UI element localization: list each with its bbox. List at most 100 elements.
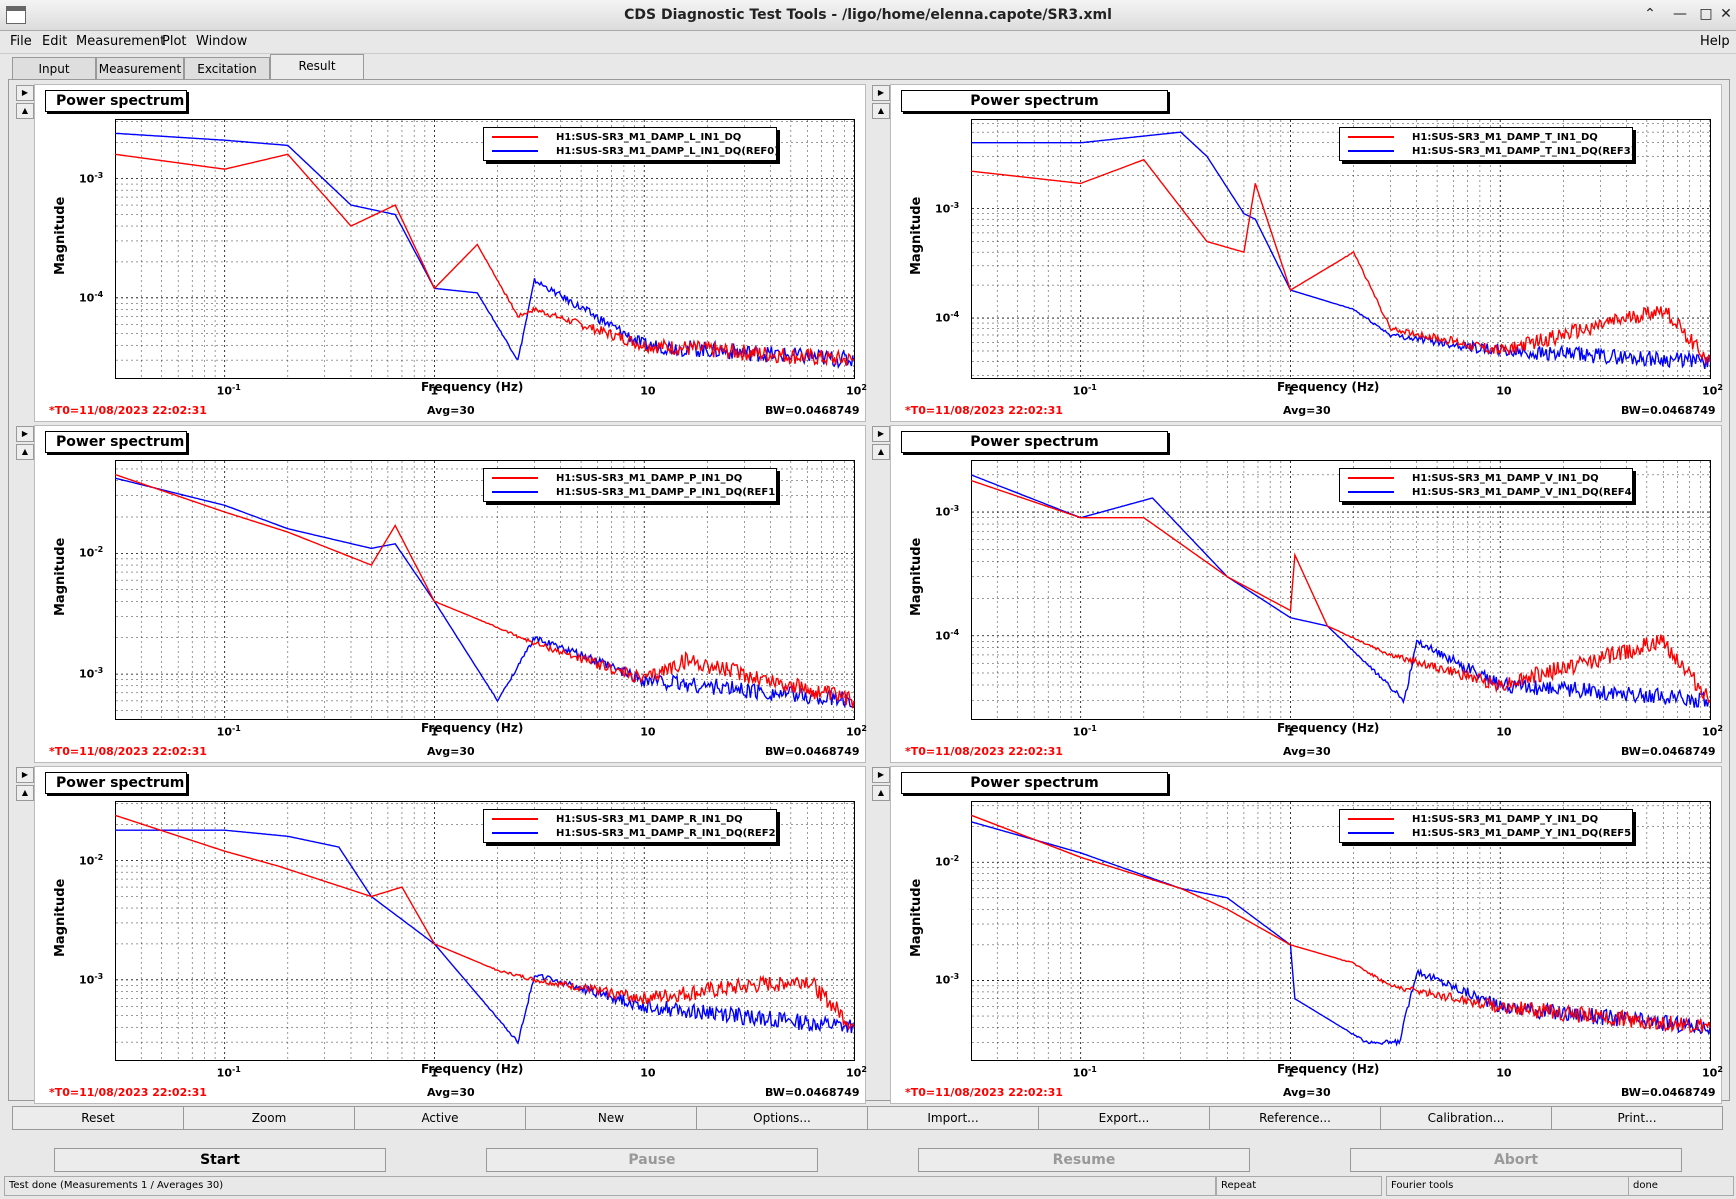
x-tick-label: 10 bbox=[1496, 384, 1512, 398]
expand-right-icon[interactable]: ▶ bbox=[16, 85, 34, 101]
spectrum-plot[interactable] bbox=[971, 460, 1711, 720]
plot-frame bbox=[115, 801, 855, 1061]
x-axis-label: Frequency (Hz) bbox=[1277, 1062, 1380, 1076]
plot-pad[interactable]: Power spectrum Magnitude Frequency (Hz) *T0… bbox=[34, 766, 867, 1104]
y-tick-label: 10-3 bbox=[935, 972, 960, 988]
menu-window[interactable]: Window bbox=[196, 34, 248, 49]
legend-label: H1:SUS-SR3_M1_DAMP_L_IN1_DQ bbox=[556, 132, 742, 143]
plot-pad[interactable]: Power spectrum Magnitude Frequency (Hz) *T0… bbox=[890, 84, 1723, 422]
x-tick-label: 10 bbox=[640, 384, 656, 398]
y-tick-label: 10-3 bbox=[79, 971, 104, 987]
plot-legend: H1:SUS-SR3_M1_DAMP_P_IN1_DQ H1:SUS-SR3_M1… bbox=[483, 468, 780, 502]
maximize-icon[interactable]: □ bbox=[1699, 6, 1713, 22]
legend-label: H1:SUS-SR3_M1_DAMP_Y_IN1_DQ(REF5) bbox=[1412, 828, 1636, 839]
abort-button[interactable]: Abort bbox=[1350, 1148, 1682, 1172]
zoom-button[interactable]: Zoom bbox=[183, 1106, 355, 1130]
plot-pad[interactable]: Power spectrum Magnitude Frequency (Hz) *T0… bbox=[890, 425, 1723, 763]
collapse-up-icon[interactable]: ▲ bbox=[16, 785, 34, 801]
spectrum-plot[interactable] bbox=[115, 119, 855, 379]
reset-button[interactable]: Reset bbox=[12, 1106, 184, 1130]
average-count: Avg=30 bbox=[1283, 1086, 1331, 1099]
legend-swatch-red bbox=[1348, 136, 1394, 138]
resume-button[interactable]: Resume bbox=[918, 1148, 1250, 1172]
plot-title: Power spectrum bbox=[45, 431, 187, 453]
status-tools: Fourier tools bbox=[1386, 1176, 1632, 1196]
tab-input[interactable]: Input bbox=[12, 57, 96, 80]
x-tick-label: 10-1 bbox=[1072, 1065, 1097, 1080]
menu-file[interactable]: File bbox=[10, 34, 32, 49]
legend-swatch-red bbox=[492, 136, 538, 138]
collapse-icon[interactable]: ⌃ bbox=[1644, 6, 1656, 22]
calibration-button[interactable]: Calibration... bbox=[1380, 1106, 1552, 1130]
plot-pad[interactable]: Power spectrum Magnitude Frequency (Hz) *T0… bbox=[34, 84, 867, 422]
y-tick-label: 10-3 bbox=[79, 666, 104, 681]
menu-edit[interactable]: Edit bbox=[42, 34, 68, 49]
series-reference-line bbox=[115, 829, 855, 1045]
options-button[interactable]: Options... bbox=[696, 1106, 868, 1130]
expand-right-icon[interactable]: ▶ bbox=[872, 426, 890, 442]
expand-right-icon[interactable]: ▶ bbox=[872, 85, 890, 101]
average-count: Avg=30 bbox=[427, 404, 475, 417]
expand-right-icon[interactable]: ▶ bbox=[872, 767, 890, 783]
spectrum-plot[interactable] bbox=[115, 801, 855, 1061]
average-count: Avg=30 bbox=[1283, 745, 1331, 758]
active-button[interactable]: Active bbox=[354, 1106, 526, 1130]
legend-label: H1:SUS-SR3_M1_DAMP_R_IN1_DQ bbox=[556, 814, 743, 825]
status-message: Test done (Measurements 1 / Averages 30) bbox=[4, 1176, 1216, 1196]
expand-right-icon[interactable]: ▶ bbox=[16, 767, 34, 783]
tab-measurement[interactable]: Measurement bbox=[96, 57, 184, 80]
collapse-up-icon[interactable]: ▲ bbox=[16, 103, 34, 119]
x-tick-label: 10-1 bbox=[1072, 724, 1097, 739]
legend-entry-current: H1:SUS-SR3_M1_DAMP_P_IN1_DQ bbox=[492, 472, 742, 485]
pause-button[interactable]: Pause bbox=[486, 1148, 818, 1172]
collapse-up-icon[interactable]: ▲ bbox=[872, 785, 890, 801]
x-tick-label: 10 bbox=[1496, 725, 1512, 739]
legend-swatch-blue bbox=[1348, 150, 1394, 152]
legend-entry-reference: H1:SUS-SR3_M1_DAMP_T_IN1_DQ(REF3) bbox=[1348, 145, 1635, 158]
menu-plot[interactable]: Plot bbox=[162, 34, 187, 49]
legend-swatch-red bbox=[1348, 477, 1394, 479]
x-axis-label: Frequency (Hz) bbox=[421, 380, 524, 394]
x-tick-label: 102 bbox=[1702, 724, 1723, 739]
bandwidth: BW=0.0468749 bbox=[1621, 745, 1716, 758]
spectrum-plot[interactable] bbox=[971, 119, 1711, 379]
bandwidth: BW=0.0468749 bbox=[765, 1086, 860, 1099]
spectrum-plot[interactable] bbox=[971, 801, 1711, 1061]
x-tick-label: 1 bbox=[430, 1066, 439, 1080]
x-axis-label: Frequency (Hz) bbox=[1277, 380, 1380, 394]
export-button[interactable]: Export... bbox=[1038, 1106, 1210, 1130]
legend-label: H1:SUS-SR3_M1_DAMP_V_IN1_DQ(REF4) bbox=[1412, 487, 1637, 498]
plot-pad[interactable]: Power spectrum Magnitude Frequency (Hz) *T0… bbox=[890, 766, 1723, 1104]
tab-excitation[interactable]: Excitation bbox=[184, 57, 270, 80]
plot-frame bbox=[115, 460, 855, 720]
spectrum-plot[interactable] bbox=[115, 460, 855, 720]
x-tick-label: 10-1 bbox=[216, 724, 241, 739]
plot-legend: H1:SUS-SR3_M1_DAMP_Y_IN1_DQ H1:SUS-SR3_M1… bbox=[1339, 809, 1636, 843]
legend-swatch-blue bbox=[1348, 491, 1394, 493]
reference-button[interactable]: Reference... bbox=[1209, 1106, 1381, 1130]
x-tick-label: 10-1 bbox=[216, 1065, 241, 1080]
legend-entry-reference: H1:SUS-SR3_M1_DAMP_V_IN1_DQ(REF4) bbox=[1348, 486, 1636, 499]
tab-result[interactable]: Result bbox=[270, 54, 364, 80]
legend-entry-current: H1:SUS-SR3_M1_DAMP_Y_IN1_DQ bbox=[1348, 813, 1598, 826]
minimize-icon[interactable]: — bbox=[1673, 6, 1687, 22]
x-axis-label: Frequency (Hz) bbox=[421, 1062, 524, 1076]
collapse-up-icon[interactable]: ▲ bbox=[872, 103, 890, 119]
collapse-up-icon[interactable]: ▲ bbox=[16, 444, 34, 460]
legend-entry-reference: H1:SUS-SR3_M1_DAMP_L_IN1_DQ(REF0) bbox=[492, 145, 779, 158]
bandwidth: BW=0.0468749 bbox=[1621, 404, 1716, 417]
import-button[interactable]: Import... bbox=[867, 1106, 1039, 1130]
series-current-line bbox=[115, 153, 855, 367]
new-button[interactable]: New bbox=[525, 1106, 697, 1130]
plot-pad[interactable]: Power spectrum Magnitude Frequency (Hz) *T0… bbox=[34, 425, 867, 763]
start-button[interactable]: Start bbox=[54, 1148, 386, 1172]
legend-label: H1:SUS-SR3_M1_DAMP_T_IN1_DQ bbox=[1412, 132, 1598, 143]
menu-measurement[interactable]: Measurement bbox=[76, 34, 166, 49]
y-axis-label: Magnitude bbox=[53, 196, 68, 275]
collapse-up-icon[interactable]: ▲ bbox=[872, 444, 890, 460]
print-button[interactable]: Print... bbox=[1551, 1106, 1723, 1130]
close-icon[interactable]: ✕ bbox=[1720, 6, 1732, 22]
expand-right-icon[interactable]: ▶ bbox=[16, 426, 34, 442]
legend-label: H1:SUS-SR3_M1_DAMP_V_IN1_DQ bbox=[1412, 473, 1599, 484]
menu-help[interactable]: Help bbox=[1700, 34, 1730, 49]
